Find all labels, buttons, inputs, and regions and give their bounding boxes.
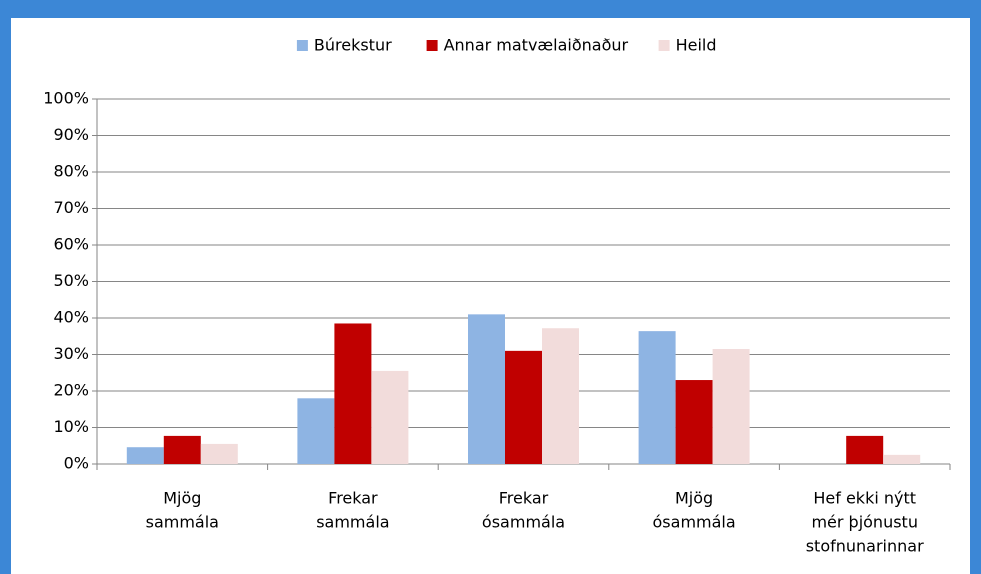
- y-tick-label: 60%: [53, 235, 89, 254]
- bar: [846, 435, 884, 464]
- legend-label: Annar matvælaiðnaður: [444, 36, 629, 55]
- bar: [163, 435, 201, 464]
- bar: [675, 380, 713, 464]
- bar: [200, 443, 238, 464]
- bar: [297, 398, 335, 464]
- y-tick-label: 70%: [53, 198, 89, 217]
- y-tick-label: 20%: [53, 381, 89, 400]
- x-tick-label: stofnunarinnar: [806, 537, 924, 556]
- legend-label: Búrekstur: [314, 36, 392, 55]
- y-tick-label: 50%: [53, 271, 89, 290]
- bar: [371, 370, 409, 464]
- y-tick-label: 0%: [64, 454, 89, 473]
- bar: [505, 350, 542, 464]
- x-tick-label: ósammála: [482, 513, 565, 532]
- x-tick-label: sammála: [316, 513, 389, 532]
- x-tick-label: Mjög: [675, 489, 713, 508]
- y-tick-label: 10%: [53, 417, 89, 436]
- bar: [334, 323, 372, 464]
- y-tick-label: 30%: [53, 344, 89, 363]
- bar: [468, 314, 505, 464]
- y-tick-label: 90%: [53, 125, 89, 144]
- x-tick-label: mér þjónustu: [811, 513, 918, 532]
- bar: [712, 349, 750, 464]
- bar: [883, 454, 921, 464]
- legend-label: Heild: [676, 36, 717, 55]
- y-tick-label: 80%: [53, 162, 89, 181]
- x-tick-label: sammála: [146, 513, 219, 532]
- x-tick-label: Hef ekki nýtt: [813, 489, 916, 508]
- legend-swatch: [658, 40, 670, 51]
- x-tick-label: ósammála: [653, 513, 736, 532]
- x-tick-label: Mjög: [163, 489, 201, 508]
- x-tick-label: Frekar: [328, 489, 378, 508]
- y-tick-label: 40%: [53, 308, 89, 327]
- y-tick-label: 100%: [43, 89, 89, 108]
- x-tick-label: Frekar: [499, 489, 549, 508]
- legend-swatch: [426, 40, 438, 51]
- legend-swatch: [296, 40, 308, 51]
- bar: [638, 331, 676, 464]
- bar: [126, 447, 164, 464]
- chart-area: [11, 18, 970, 574]
- bar: [542, 328, 579, 464]
